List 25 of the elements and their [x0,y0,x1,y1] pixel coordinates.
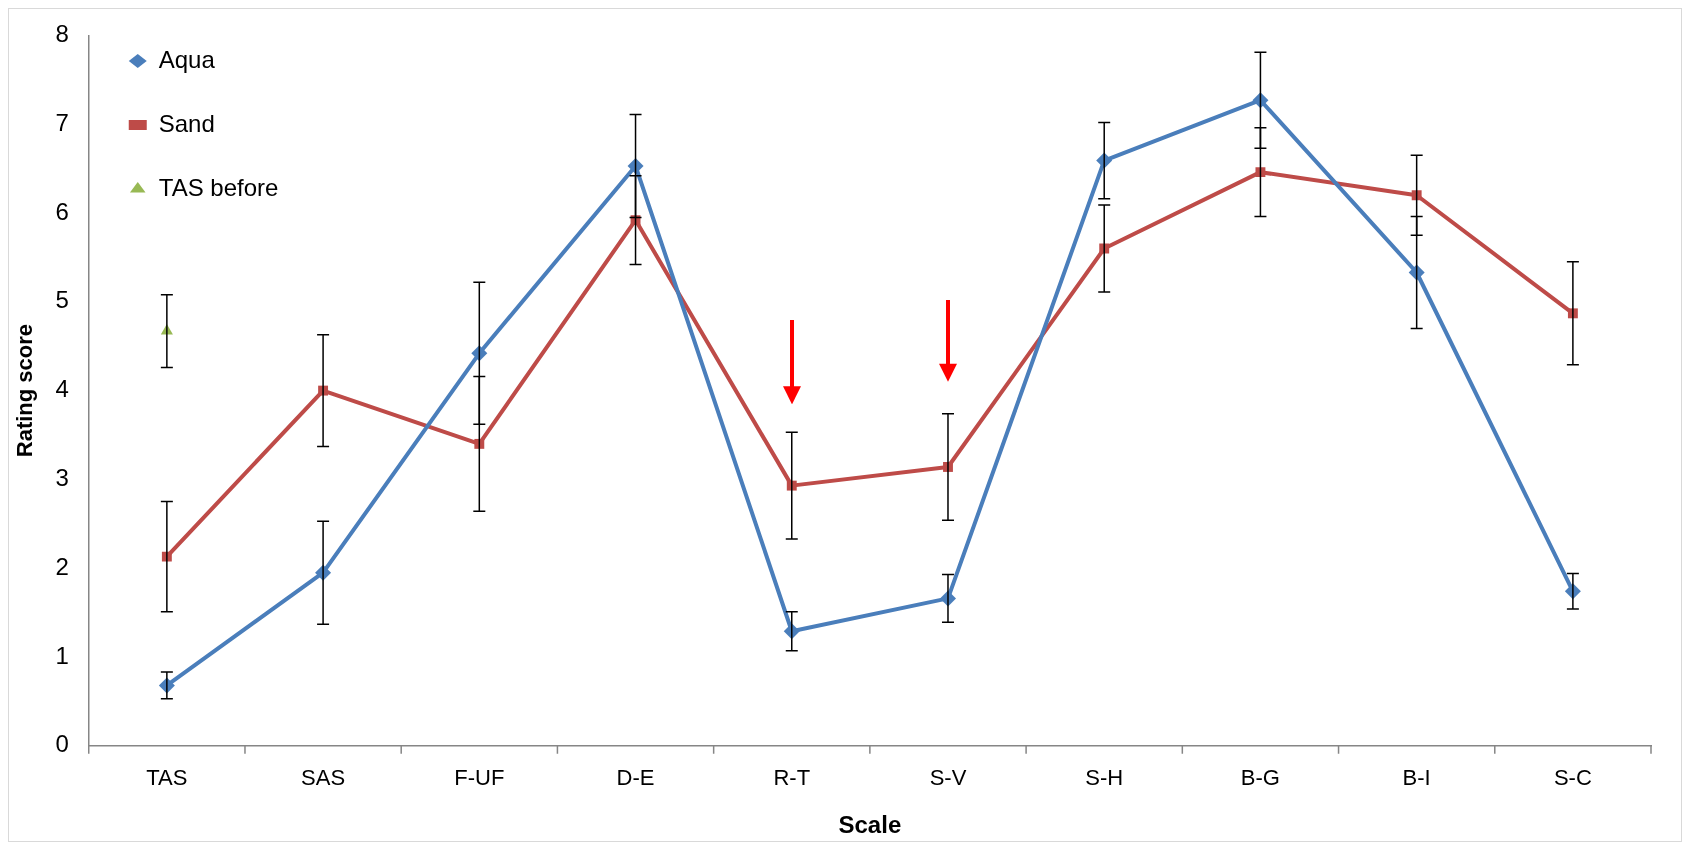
x-tick-label: S-C [1553,765,1592,791]
legend-label: TAS before [158,173,279,201]
x-tick-label: TAS [146,765,188,791]
y-axis-title: Rating score [12,323,38,458]
x-tick-label: F-UF [454,765,505,791]
legend-label: Sand [158,109,215,137]
x-tick-label: B-G [1240,765,1280,791]
x-tick-label: D-E [616,765,655,791]
legend-label: Aqua [158,45,216,73]
y-tick-label: 7 [55,108,69,136]
y-tick-label: 1 [55,641,69,669]
x-tick-label: S-H [1085,765,1124,791]
y-tick-label: 4 [55,375,69,403]
x-axis-title: Scale [838,811,902,839]
y-tick-label: 3 [55,464,69,492]
y-tick-label: 0 [55,730,69,758]
x-tick-label: R-T [773,765,811,791]
x-tick-label: S-V [929,765,967,791]
y-tick-label: 2 [55,552,69,580]
x-tick-label: SAS [301,765,346,791]
y-tick-label: 5 [55,286,69,314]
point [1411,190,1422,201]
y-tick-label: 6 [55,197,69,225]
x-tick-label: B-I [1402,765,1431,791]
y-tick-label: 8 [55,20,69,48]
